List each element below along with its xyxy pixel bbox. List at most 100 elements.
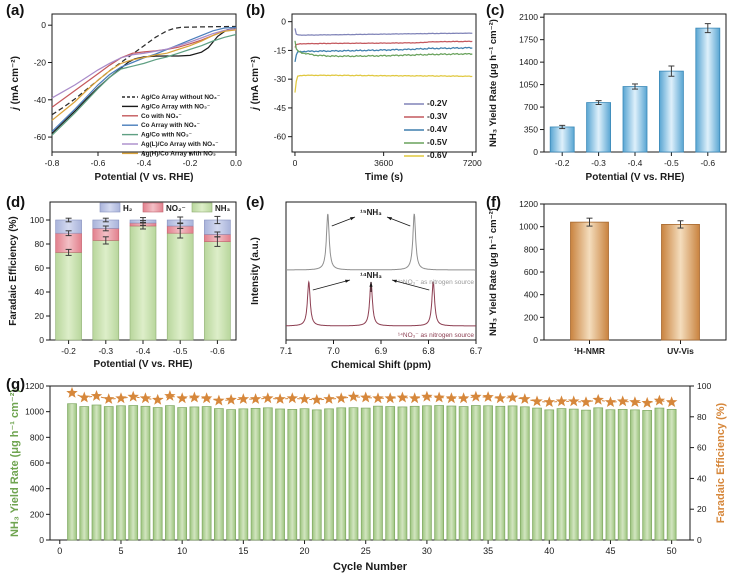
svg-text:400: 400 — [30, 484, 44, 494]
svg-text:80: 80 — [35, 239, 45, 249]
svg-text:6.9: 6.9 — [375, 346, 388, 356]
svg-text:350: 350 — [524, 125, 538, 135]
svg-text:NH₃: NH₃ — [215, 204, 231, 213]
svg-text:-0.6: -0.6 — [91, 158, 106, 168]
panel-d-letter: (d) — [6, 194, 26, 211]
svg-text:-0.2: -0.2 — [183, 158, 198, 168]
svg-text:30: 30 — [422, 546, 432, 556]
svg-text:Time (s): Time (s) — [365, 172, 403, 183]
panel-g: (g) 0 5 10 15 20 25 30 35 40 45 50 0 200 400 600 800 100… — [6, 376, 734, 578]
svg-text:Faradaic Efficiency (%): Faradaic Efficiency (%) — [8, 216, 19, 325]
svg-text:800: 800 — [524, 244, 538, 254]
svg-text:7200: 7200 — [463, 158, 482, 168]
svg-text:j (mA cm⁻²): j (mA cm⁻²) — [250, 56, 261, 112]
svg-text:NH₃ Yield Rate (μg h⁻¹ cm⁻²): NH₃ Yield Rate (μg h⁻¹ cm⁻²) — [488, 208, 499, 336]
svg-text:¹⁵NH₃: ¹⁵NH₃ — [360, 208, 382, 217]
panel-f: (f) 0 200 400 600 800 1000 1200 ¹H-NMR UV-Vis NH₃… — [486, 194, 734, 378]
svg-text:-0.4: -0.4 — [628, 158, 643, 168]
panel-f-chart: 0 200 400 600 800 1000 1200 ¹H-NMR UV-Vis NH₃ Yie… — [488, 199, 727, 356]
svg-text:600: 600 — [30, 458, 44, 468]
svg-text:0: 0 — [533, 147, 538, 157]
svg-text:NH₃ Yield Rate (μg h⁻¹ cm⁻²): NH₃ Yield Rate (μg h⁻¹ cm⁻²) — [488, 19, 499, 147]
panel-g-letter: (g) — [6, 376, 26, 393]
panel-b-letter: (b) — [246, 2, 266, 19]
svg-text:-15: -15 — [274, 45, 287, 55]
svg-text:2100: 2100 — [519, 12, 538, 22]
svg-text:25: 25 — [361, 546, 371, 556]
svg-text:45: 45 — [605, 546, 615, 556]
svg-text:700: 700 — [524, 102, 538, 112]
panel-f-letter: (f) — [486, 194, 501, 211]
svg-text:UV-Vis: UV-Vis — [667, 346, 694, 356]
svg-text:-0.3V: -0.3V — [427, 111, 448, 121]
svg-text:1200: 1200 — [519, 199, 538, 209]
panel-a-chart: -0.8 -0.6 -0.4 -0.2 0.0 0 -20 -40 -60 Ag/Co Array… — [10, 13, 242, 183]
svg-text:Ag/Co Array without NO₃⁻: Ag/Co Array without NO₃⁻ — [141, 94, 220, 101]
svg-text:¹⁴NH₃: ¹⁴NH₃ — [360, 271, 382, 280]
panel-b: (b) 0 3600 7200 0 -15 -30 -45 -60 -0.2V -0.3V -0.4… — [246, 2, 482, 194]
svg-text:1000: 1000 — [519, 222, 538, 232]
svg-text:Chemical Shift (ppm): Chemical Shift (ppm) — [331, 360, 431, 371]
svg-text:60: 60 — [35, 263, 45, 273]
svg-text:-0.4: -0.4 — [136, 346, 151, 356]
svg-text:-0.2: -0.2 — [555, 158, 570, 168]
svg-text:0: 0 — [533, 335, 538, 345]
panel-a: (a) -0.8 -0.6 -0.4 -0.2 0.0 0 -20 -40 -60 Ag/Co A… — [6, 2, 242, 194]
svg-text:7.1: 7.1 — [280, 346, 293, 356]
svg-text:¹⁴NO₃⁻ as nitrogen source: ¹⁴NO₃⁻ as nitrogen source — [398, 332, 474, 339]
panel-d-chart: 0 20 40 60 80 100 -0.2 -0.3 -0.4 -0.5 -0.6 H₂ NO₂⁻ NH… — [8, 201, 237, 370]
svg-text:15: 15 — [238, 546, 248, 556]
svg-text:-0.3: -0.3 — [591, 158, 606, 168]
svg-text:-60: -60 — [34, 132, 47, 142]
svg-text:NO₂⁻: NO₂⁻ — [166, 204, 186, 213]
svg-text:Ag/Co with NO₃⁻: Ag/Co with NO₃⁻ — [141, 132, 192, 139]
svg-text:Potential (V vs. RHE): Potential (V vs. RHE) — [94, 359, 193, 370]
svg-text:-0.5: -0.5 — [173, 346, 188, 356]
svg-text:100: 100 — [697, 381, 711, 391]
svg-text:¹H-NMR: ¹H-NMR — [574, 346, 605, 356]
svg-text:7.0: 7.0 — [327, 346, 340, 356]
svg-text:40: 40 — [697, 473, 707, 483]
svg-text:-40: -40 — [34, 95, 47, 105]
svg-text:35: 35 — [483, 546, 493, 556]
svg-text:-60: -60 — [274, 132, 287, 142]
svg-text:Ag(H)/Co Array with NO₃⁻: Ag(H)/Co Array with NO₃⁻ — [141, 150, 219, 157]
svg-text:3600: 3600 — [374, 158, 393, 168]
svg-text:40: 40 — [544, 546, 554, 556]
svg-text:1200: 1200 — [25, 381, 44, 391]
svg-text:Co with NO₃⁻: Co with NO₃⁻ — [141, 113, 182, 120]
svg-text:Potential (V vs. RHE): Potential (V vs. RHE) — [586, 172, 685, 183]
svg-text:H₂: H₂ — [123, 204, 133, 213]
svg-text:0: 0 — [697, 535, 702, 545]
svg-text:-0.5V: -0.5V — [427, 137, 448, 147]
svg-text:50: 50 — [667, 546, 677, 556]
svg-text:1750: 1750 — [519, 35, 538, 45]
svg-text:200: 200 — [524, 312, 538, 322]
svg-text:20: 20 — [300, 546, 310, 556]
svg-text:Potential (V vs. RHE): Potential (V vs. RHE) — [95, 172, 194, 183]
panel-e-chart: 7.1 7.0 6.9 6.8 6.7 ¹⁵NH₃ ¹⁵NO₃⁻ as nitrogen s… — [250, 201, 482, 371]
svg-text:-0.6V: -0.6V — [427, 150, 448, 160]
svg-text:-0.4: -0.4 — [137, 158, 152, 168]
panel-c: (c) 0 350 700 1050 1400 1750 2100 -0.2 -0.3 -0.4 -… — [486, 2, 734, 194]
svg-text:-30: -30 — [274, 74, 287, 84]
svg-text:0: 0 — [281, 17, 286, 27]
svg-text:0: 0 — [41, 20, 46, 30]
svg-text:-20: -20 — [34, 57, 47, 67]
svg-text:80: 80 — [697, 412, 707, 422]
svg-text:Ag/Co Array with NO₃⁻: Ag/Co Array with NO₃⁻ — [141, 103, 210, 110]
svg-text:20: 20 — [35, 311, 45, 321]
svg-text:¹⁵NO₃⁻ as nitrogen source: ¹⁵NO₃⁻ as nitrogen source — [398, 279, 474, 286]
svg-text:800: 800 — [30, 432, 44, 442]
svg-text:NH₃ Yield Rate (μg h⁻¹ cm⁻²): NH₃ Yield Rate (μg h⁻¹ cm⁻²) — [9, 389, 21, 537]
svg-text:1050: 1050 — [519, 80, 538, 90]
svg-text:10: 10 — [177, 546, 187, 556]
svg-text:-0.4V: -0.4V — [427, 124, 448, 134]
panel-e-letter: (e) — [246, 194, 265, 211]
svg-text:-0.3: -0.3 — [98, 346, 113, 356]
panel-c-chart: 0 350 700 1050 1400 1750 2100 -0.2 -0.3 -0.4 -0.5 -… — [488, 12, 727, 183]
svg-text:400: 400 — [524, 290, 538, 300]
svg-text:j (mA cm⁻²): j (mA cm⁻²) — [10, 56, 21, 112]
svg-text:Cycle Number: Cycle Number — [333, 561, 408, 573]
